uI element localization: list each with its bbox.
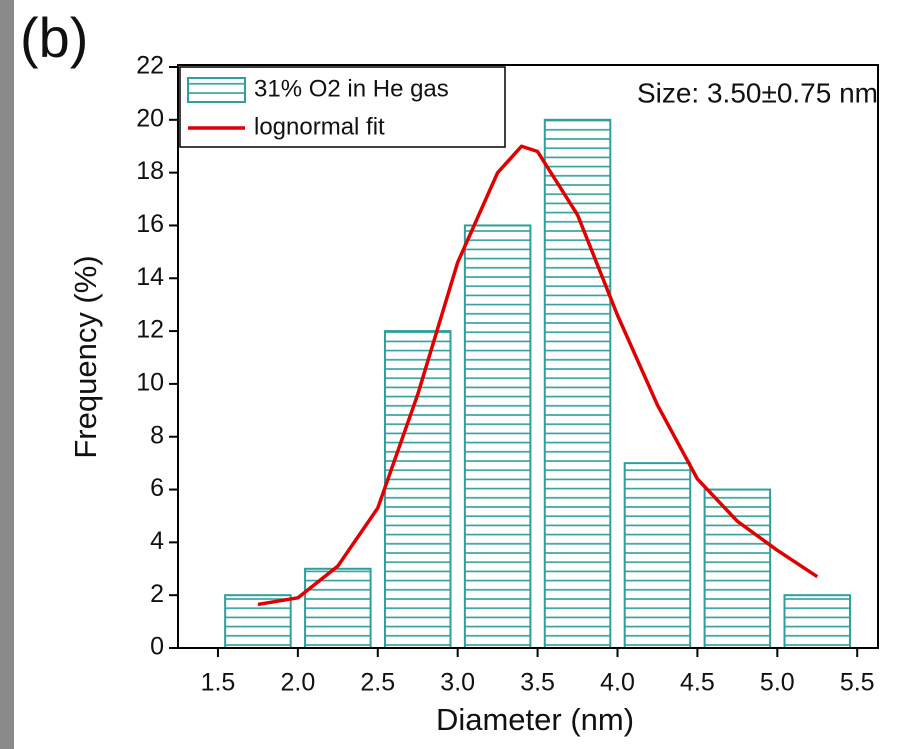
- y-axis-title: Frequency (%): [68, 255, 103, 458]
- legend-label: lognormal fit: [254, 113, 385, 140]
- bar: [383, 330, 452, 649]
- x-tick-label: 4.5: [680, 669, 715, 697]
- annotation: Size: 3.50±0.75 nm: [637, 77, 878, 108]
- x-tick-label: 4.0: [600, 669, 635, 697]
- plot-frame: [177, 64, 879, 649]
- x-tick-label: 5.0: [760, 669, 795, 697]
- bar: [783, 594, 852, 650]
- y-tick-label: 20: [136, 104, 164, 132]
- y-tick-label: 12: [136, 316, 164, 344]
- legend-label: 31% O2 in He gas: [254, 75, 449, 102]
- bar: [703, 488, 772, 649]
- x-axis-title: Diameter (nm): [436, 702, 634, 737]
- x-tick-label: 1.5: [201, 669, 236, 697]
- background-strip: [0, 0, 14, 749]
- bar: [623, 462, 692, 649]
- y-tick-label: 18: [136, 157, 164, 185]
- x-tick-label: 3.5: [520, 669, 555, 697]
- y-tick-label: 8: [150, 421, 164, 449]
- y-tick-label: 6: [150, 474, 164, 502]
- x-tick-label: 2.5: [360, 669, 395, 697]
- y-tick-label: 14: [136, 263, 164, 291]
- legend-swatch: [187, 77, 246, 103]
- y-tick-label: 16: [136, 210, 164, 238]
- bar: [543, 118, 612, 650]
- bar: [463, 224, 532, 649]
- panel-label: (b): [20, 6, 88, 69]
- x-tick-label: 2.0: [280, 669, 315, 697]
- y-tick-label: 22: [136, 52, 164, 80]
- y-tick-label: 2: [150, 580, 164, 608]
- x-tick-label: 5.5: [840, 669, 875, 697]
- y-tick-label: 10: [136, 369, 164, 397]
- fit-line: [257, 144, 819, 607]
- x-tick-label: 3.0: [440, 669, 475, 697]
- y-tick-label: 4: [150, 527, 164, 555]
- y-tick-label: 0: [150, 633, 164, 661]
- bar: [304, 567, 372, 649]
